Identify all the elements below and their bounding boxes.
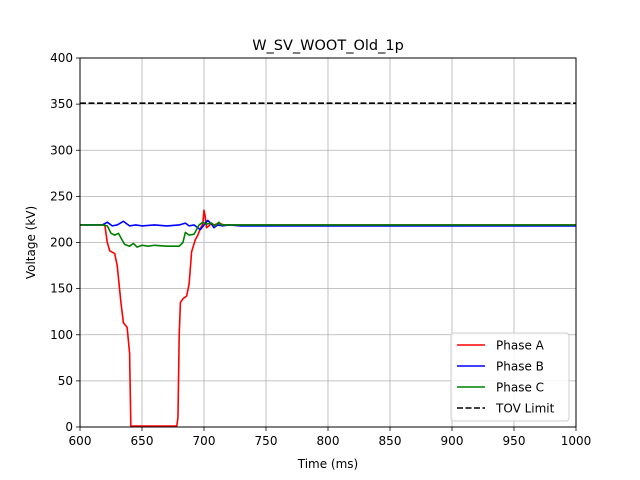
y-axis-label: Voltage (kV) bbox=[24, 206, 38, 279]
x-tick-label: 800 bbox=[317, 434, 340, 448]
y-tick-label: 350 bbox=[50, 97, 73, 111]
y-tick-label: 400 bbox=[50, 51, 73, 65]
x-tick-label: 900 bbox=[441, 434, 464, 448]
legend: Phase A Phase B Phase C TOV Limit bbox=[450, 332, 570, 422]
legend-box bbox=[450, 332, 570, 422]
y-tick-label: 300 bbox=[50, 143, 73, 157]
x-tick-label: 750 bbox=[255, 434, 278, 448]
y-tick-label: 0 bbox=[65, 420, 73, 434]
x-axis-label: Time (ms) bbox=[297, 457, 359, 471]
x-tick-label: 850 bbox=[379, 434, 402, 448]
y-tick-label: 50 bbox=[58, 374, 73, 388]
x-tick-label: 950 bbox=[503, 434, 526, 448]
legend-label: Phase B bbox=[496, 360, 544, 374]
x-tick-label: 650 bbox=[131, 434, 154, 448]
series-line-phase-c bbox=[80, 221, 576, 248]
y-tick-label: 100 bbox=[50, 328, 73, 342]
series-layer bbox=[80, 102, 576, 427]
y-tick-label: 200 bbox=[50, 236, 73, 250]
x-tick-label: 1000 bbox=[561, 434, 592, 448]
y-tick-label: 250 bbox=[50, 189, 73, 203]
chart-title: W_SV_WOOT_Old_1p bbox=[252, 38, 404, 54]
x-axis: 600 650 700 750 800 850 900 950 1000 bbox=[69, 427, 592, 448]
legend-label: Phase A bbox=[496, 339, 545, 353]
x-tick-label: 600 bbox=[69, 434, 92, 448]
y-tick-label: 150 bbox=[50, 282, 73, 296]
legend-label: Phase C bbox=[496, 381, 544, 395]
x-tick-label: 700 bbox=[193, 434, 216, 448]
legend-label: TOV Limit bbox=[495, 402, 555, 416]
y-axis: 0 50 100 150 200 250 300 350 400 bbox=[50, 51, 80, 434]
